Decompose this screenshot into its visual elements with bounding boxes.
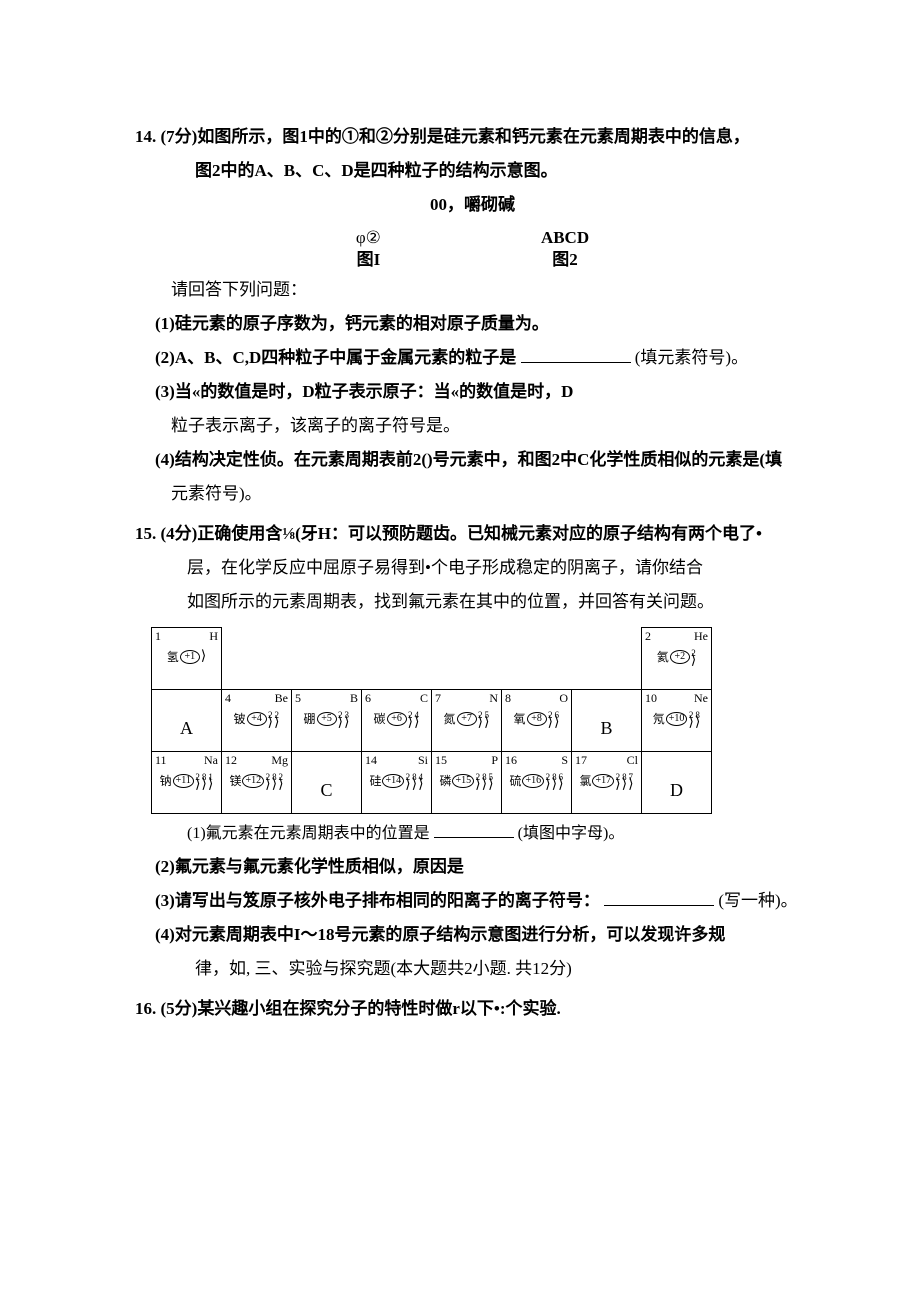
q14: 14. (7分)如图所示，图1中的①和②分别是硅元素和钙元素在元素周期表中的信息… xyxy=(135,120,810,511)
cell-Mg: 12Mg 镁+122⟩8⟩2⟩ xyxy=(222,751,292,813)
q14-2a: (2)A、B、C,D四种粒子中属于金属元素的粒子是 xyxy=(155,348,516,367)
cell-Be: 4Be 铍+42⟩2⟩ xyxy=(222,689,292,751)
q14-figures: φ② 图I ABCD 图2 xyxy=(135,228,810,271)
q15-4: (4)对元素周期表中I〜18号元素的原子结构示意图进行分析，可以发现许多规 xyxy=(135,918,810,952)
q15-3: (3)请写出与笈原子核外电子排布相同的阳离子的离子符号： (写一种)。 xyxy=(135,884,810,918)
q14-header: 14. (7分)如图所示，图1中的①和②分别是硅元素和钙元素在元素周期表中的信息… xyxy=(135,120,810,154)
cell-O: 8O 氧+82⟩6⟩ xyxy=(502,689,572,751)
q15-4a: (4)对元素周期表中I〜18号元素的原子结构示意图进行分析，可以发现许多规 xyxy=(155,925,725,944)
cell-Ne: 10Ne 氖+102⟩8⟩ xyxy=(642,689,712,751)
cell-C-elem: 6C 碳+62⟩4⟩ xyxy=(362,689,432,751)
q14-header-cont: 图2中的A、B、C、D是四种粒子的结构示意图。 xyxy=(135,154,810,188)
q15-3a: (3)请写出与笈原子核外电子排布相同的阳离子的离子符号： xyxy=(155,891,600,910)
q15-2-text: (2)氟元素与氟元素化学性质相似，原因是 xyxy=(155,857,464,876)
q15-cont2: 如图所示的元素周期表，找到氟元素在其中的位置，并回答有关问题。 xyxy=(135,585,810,619)
q15-header: 15. (4分)正确使用含⅛(牙H：可以预防题齿。已知械元素对应的原子结构有两个… xyxy=(135,517,810,551)
q14-1-text: (1)硅元素的原子序数为，钙元素的相对原子质量为。 xyxy=(155,314,549,333)
cell-He: 2He 氦+22⟩ xyxy=(642,627,712,689)
q14-2: (2)A、B、C,D四种粒子中属于金属元素的粒子是 (填元素符号)。 xyxy=(135,341,810,375)
q14-4: (4)结构决定性侦。在元素周期表前2()号元素中，和图2中C化学性质相似的元素是… xyxy=(135,443,810,477)
q15-cont1: 层，在化学反应中屈原子易得到•个电子形成稳定的阴离子，请你结合 xyxy=(135,551,810,585)
cell-Si: 14Si 硅+142⟩8⟩4⟩ xyxy=(362,751,432,813)
cell-letter-B: B xyxy=(572,689,642,751)
periodic-table: 1H 氢+1⟩ 2He 氦+22⟩ A 4Be 铍+42⟩2⟩ 5B 硼+52⟩… xyxy=(151,627,712,814)
ptable-row-2: A 4Be 铍+42⟩2⟩ 5B 硼+52⟩3⟩ 6C 碳+62⟩4⟩ 7N 氮… xyxy=(152,689,712,751)
q14-2b: (填元素符号)。 xyxy=(635,348,748,367)
q14-fig2-top: ABCD xyxy=(541,228,589,248)
q14-fig1-mid: φ② xyxy=(356,228,381,248)
q15-4b: 律，如, 三、实验与探究题(本大题共2小题. 共12分) xyxy=(135,952,810,986)
q14-3: (3)当«的数值是时，D粒子表示原子：当«的数值是时，D xyxy=(135,375,810,409)
q14-3a: (3)当«的数值是时，D粒子表示原子：当«的数值是时，D xyxy=(155,382,573,401)
q14-fig2: ABCD 图2 xyxy=(541,228,589,271)
q14-fig2-label: 图2 xyxy=(541,250,589,270)
q15: 15. (4分)正确使用含⅛(牙H：可以预防题齿。已知械元素对应的原子结构有两个… xyxy=(135,517,810,986)
q14-4a: (4)结构决定性侦。在元素周期表前2()号元素中，和图2中C化学性质相似的元素是… xyxy=(155,450,782,469)
q15-3b: (写一种)。 xyxy=(718,891,797,910)
q15-3-blank xyxy=(604,888,714,906)
cell-B-elem: 5B 硼+52⟩3⟩ xyxy=(292,689,362,751)
q14-prompt: 请回答下列问题： xyxy=(135,273,810,307)
cell-N: 7N 氮+72⟩5⟩ xyxy=(432,689,502,751)
cell-Cl: 17Cl 氯+172⟩8⟩7⟩ xyxy=(572,751,642,813)
cell-H: 1H 氢+1⟩ xyxy=(152,627,222,689)
cell-letter-D: D xyxy=(642,751,712,813)
q15-2: (2)氟元素与氟元素化学性质相似，原因是 xyxy=(135,850,810,884)
exam-page: 14. (7分)如图所示，图1中的①和②分别是硅元素和钙元素在元素周期表中的信息… xyxy=(0,0,920,1301)
cell-P: 15P 磷+152⟩8⟩5⟩ xyxy=(432,751,502,813)
q15-1a: (1)氟元素在元素周期表中的位置是 xyxy=(187,825,430,842)
q14-2-blank xyxy=(521,345,631,363)
ptable-row-1: 1H 氢+1⟩ 2He 氦+22⟩ xyxy=(152,627,712,689)
q14-fig1-top: 00，嚼砌碱 xyxy=(135,188,810,222)
q14-fig1-label: 图I xyxy=(356,250,381,270)
q14-3b: 粒子表示离子，该离子的离子符号是。 xyxy=(135,409,810,443)
cell-letter-C: C xyxy=(292,751,362,813)
q14-1: (1)硅元素的原子序数为，钙元素的相对原子质量为。 xyxy=(135,307,810,341)
q14-4b: 元素符号)。 xyxy=(135,477,810,511)
cell-S: 16S 硫+162⟩8⟩6⟩ xyxy=(502,751,572,813)
cell-Na: 11Na 钠+112⟩8⟩1⟩ xyxy=(152,751,222,813)
cell-A: A xyxy=(152,689,222,751)
q16: 16. (5分)某兴趣小组在探究分子的特性时做r以下•:个实验. xyxy=(135,992,810,1026)
cell-empty-r1 xyxy=(222,627,642,689)
q14-fig1: φ② 图I xyxy=(356,228,381,271)
q15-1: (1)氟元素在元素周期表中的位置是 (填图中字母)。 xyxy=(135,818,810,850)
q15-1b: (填图中字母)。 xyxy=(518,825,625,842)
q15-1-blank xyxy=(434,821,514,838)
ptable-row-3: 11Na 钠+112⟩8⟩1⟩ 12Mg 镁+122⟩8⟩2⟩ C 14Si 硅… xyxy=(152,751,712,813)
q16-header: 16. (5分)某兴趣小组在探究分子的特性时做r以下•:个实验. xyxy=(135,992,810,1026)
